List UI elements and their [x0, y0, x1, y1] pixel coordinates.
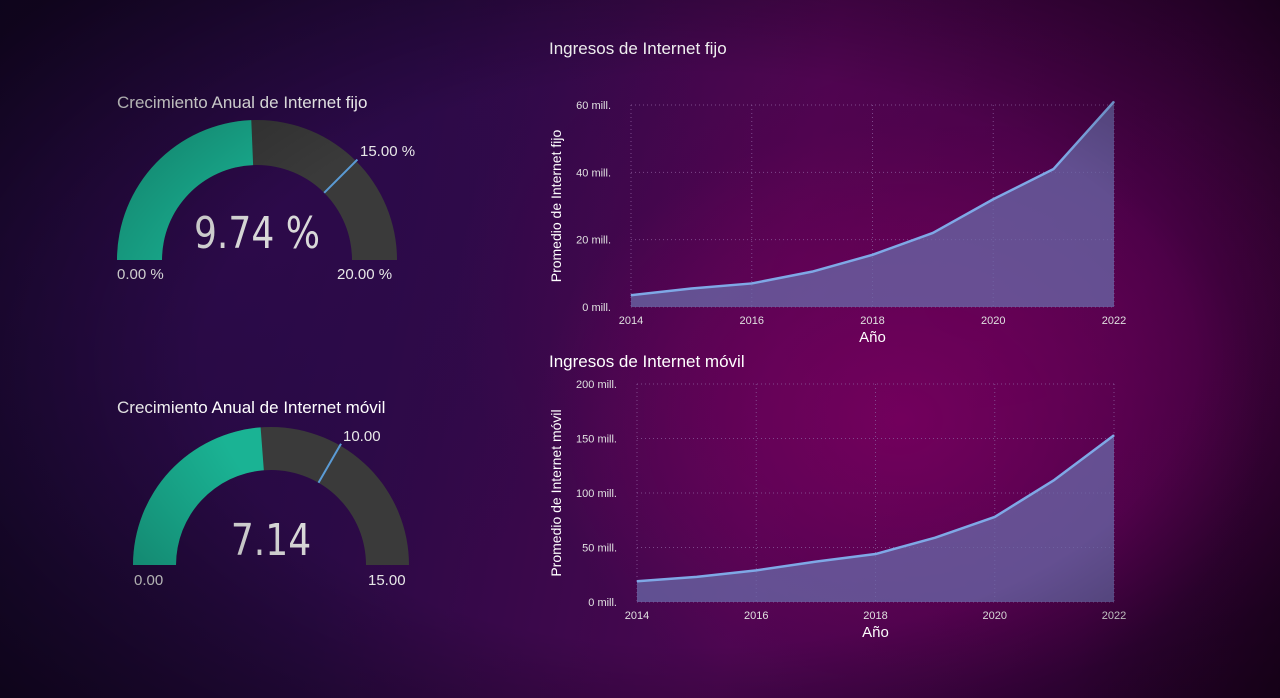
gauge-target-label-fixed: 15.00 % [360, 143, 416, 160]
y-tick-label: 150 mill. [576, 434, 617, 446]
data-point [872, 254, 873, 256]
gauge-min-label-mobile: 0.00 [134, 572, 164, 589]
y-tick-label: 50 mill. [582, 543, 617, 555]
gauge-target-marker [323, 158, 359, 194]
data-point [1113, 101, 1115, 103]
x-tick-label: 2014 [625, 610, 649, 622]
gauge-title-mobile: Crecimiento Anual de Internet móvil [117, 398, 386, 417]
data-point [811, 271, 813, 273]
data-point [875, 553, 876, 555]
chart-title-mobile: Ingresos de Internet móvil [549, 352, 745, 371]
gauge-target-marker [317, 443, 342, 484]
y-axis-label: Promedio de Internet móvil [548, 409, 564, 576]
series-line [630, 100, 1115, 297]
gauge-max-label-fixed: 20.00 % [337, 266, 393, 283]
x-axis-label: Año [859, 329, 886, 346]
area-fill [631, 101, 1114, 307]
gauge-value-fixed: 9.74 % [193, 208, 321, 259]
data-point [934, 537, 936, 539]
data-point [1053, 168, 1055, 170]
y-tick-label: 200 mill. [576, 379, 617, 391]
data-point [932, 232, 934, 234]
x-tick-label: 2022 [1102, 315, 1126, 327]
gauge-title-fixed: Crecimiento Anual de Internet fijo [117, 93, 368, 112]
data-point [696, 576, 698, 578]
data-point [755, 569, 757, 571]
y-tick-label: 0 mill. [582, 302, 611, 314]
gauge-target-label-mobile: 10.00 [343, 428, 381, 445]
y-tick-label: 60 mill. [576, 100, 611, 112]
data-point [630, 294, 632, 296]
x-axis-label: Año [862, 624, 889, 641]
data-point [994, 516, 996, 518]
gauge-min-label-fixed: 0.00 % [117, 266, 164, 283]
x-tick-label: 2018 [863, 610, 887, 622]
gauge-max-label-mobile: 15.00 [368, 572, 406, 589]
x-tick-label: 2018 [860, 315, 884, 327]
y-tick-label: 20 mill. [576, 235, 611, 247]
y-axis-label: Promedio de Internet fijo [548, 130, 564, 283]
x-tick-label: 2022 [1102, 610, 1126, 622]
data-point [690, 287, 692, 289]
area-fill [637, 435, 1114, 602]
y-tick-label: 40 mill. [576, 167, 611, 179]
x-tick-label: 2020 [981, 315, 1005, 327]
y-tick-label: 0 mill. [588, 597, 617, 609]
x-tick-label: 2016 [744, 610, 768, 622]
y-tick-label: 100 mill. [576, 488, 617, 500]
data-point [1053, 479, 1055, 481]
chart-title-fixed: Ingresos de Internet fijo [549, 39, 727, 58]
x-tick-label: 2020 [983, 610, 1007, 622]
data-point [636, 580, 638, 582]
series-line [636, 434, 1115, 583]
data-point [992, 198, 994, 200]
x-tick-label: 2016 [740, 315, 764, 327]
gauge-value-mobile: 7.14 [230, 515, 312, 566]
data-point [1113, 434, 1115, 436]
data-point [751, 282, 753, 284]
data-point [815, 561, 817, 563]
x-tick-label: 2014 [619, 315, 643, 327]
